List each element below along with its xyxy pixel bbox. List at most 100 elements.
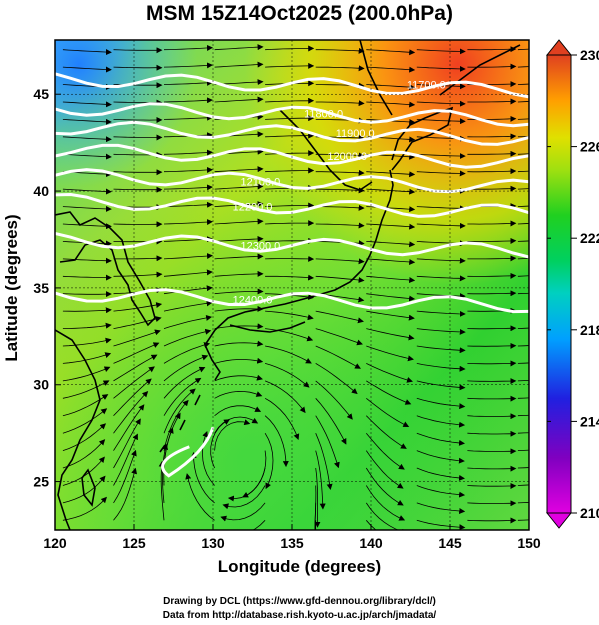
streamline	[62, 188, 112, 195]
streamline	[163, 388, 196, 434]
streamline	[163, 269, 213, 277]
streamline	[315, 152, 365, 159]
streamline	[416, 118, 466, 125]
streamline	[113, 134, 163, 141]
streamline	[517, 66, 529, 68]
x-axis-ticks: 120 125 130 135 140 145 150	[43, 524, 541, 551]
streamline	[416, 48, 466, 55]
x-axis-label: Longitude (degrees)	[217, 557, 382, 576]
streamline	[201, 430, 215, 486]
streamline	[62, 153, 112, 160]
streamline	[265, 274, 315, 281]
streamline	[416, 363, 466, 372]
streamline	[62, 475, 106, 504]
streamline	[214, 416, 259, 434]
colorbar-tick-label: 218	[580, 322, 599, 338]
streamline	[163, 366, 206, 399]
streamline	[113, 449, 137, 504]
streamline	[315, 328, 363, 346]
streamline	[416, 153, 466, 160]
streamline	[517, 118, 529, 120]
x-tick-label: 125	[122, 535, 146, 551]
streamline	[365, 520, 377, 530]
streamline	[416, 100, 466, 107]
streamline	[416, 275, 466, 282]
streamline	[265, 202, 315, 209]
streamline	[113, 116, 163, 123]
streamline	[315, 310, 364, 324]
streamline	[366, 101, 416, 108]
streamline	[113, 169, 163, 176]
streamline	[365, 467, 404, 506]
streamline	[416, 432, 465, 446]
streamline	[163, 219, 213, 226]
streamline	[162, 443, 169, 503]
streamline	[517, 502, 529, 504]
colorbar-tick-label: 214	[580, 413, 599, 429]
streamline	[185, 473, 215, 521]
streamline	[517, 205, 529, 207]
streamline	[315, 47, 365, 54]
streamline	[416, 502, 466, 514]
streamline	[365, 450, 404, 489]
streamline	[62, 101, 112, 108]
streamline	[365, 502, 408, 530]
streamline	[214, 419, 251, 451]
streamline	[467, 98, 517, 105]
colorbar-tick-label: 230	[580, 47, 599, 63]
streamline	[163, 328, 212, 347]
height-contour-line	[161, 426, 215, 478]
streamline	[113, 404, 145, 451]
streamline	[366, 363, 413, 383]
streamline	[265, 45, 315, 52]
streamline	[517, 362, 529, 364]
colorbar-bottom-arrow	[545, 512, 573, 529]
streamline	[264, 380, 306, 414]
streamline	[315, 450, 326, 510]
streamline	[264, 363, 310, 388]
streamline	[265, 220, 315, 227]
streamline	[467, 255, 517, 262]
streamline	[264, 433, 274, 490]
streamline	[467, 272, 517, 279]
streamline	[214, 288, 264, 295]
streamline	[315, 258, 365, 265]
streamline	[252, 520, 266, 530]
streamline	[214, 61, 264, 68]
streamline	[214, 235, 264, 242]
colorbar-gradient	[546, 54, 572, 514]
streamline	[366, 380, 412, 405]
streamline	[62, 49, 112, 56]
x-tick-label: 130	[201, 535, 225, 551]
streamline	[467, 395, 517, 402]
streamline	[163, 314, 213, 329]
streamline	[416, 380, 466, 391]
contour-label: 12000.0	[327, 151, 367, 163]
temperature-field: 11700.0 11800.0 11900.0 12000.0 12100.0 12200…	[55, 40, 529, 530]
streamline	[467, 360, 517, 367]
streamline	[315, 363, 358, 395]
streamline	[113, 433, 138, 486]
x-tick-label: 145	[438, 535, 462, 551]
streamline	[467, 237, 517, 244]
streamline	[113, 329, 161, 347]
streamline	[190, 451, 215, 504]
streamline	[113, 342, 160, 364]
streamline	[517, 519, 529, 521]
streamline	[214, 183, 264, 190]
y-axis-label: Latitude (degrees)	[2, 214, 21, 362]
streamline	[113, 64, 163, 71]
streamline	[366, 293, 416, 302]
streamline	[62, 257, 112, 264]
streamline	[517, 153, 529, 155]
colorbar-top-arrow	[545, 39, 573, 56]
streamline	[214, 390, 263, 399]
streamline	[265, 62, 315, 69]
streamline	[467, 430, 517, 437]
streamline	[214, 270, 264, 277]
streamline	[416, 257, 466, 264]
streamline	[416, 65, 466, 72]
streamline	[467, 465, 517, 472]
streamline	[517, 240, 529, 242]
streamline	[210, 419, 230, 469]
